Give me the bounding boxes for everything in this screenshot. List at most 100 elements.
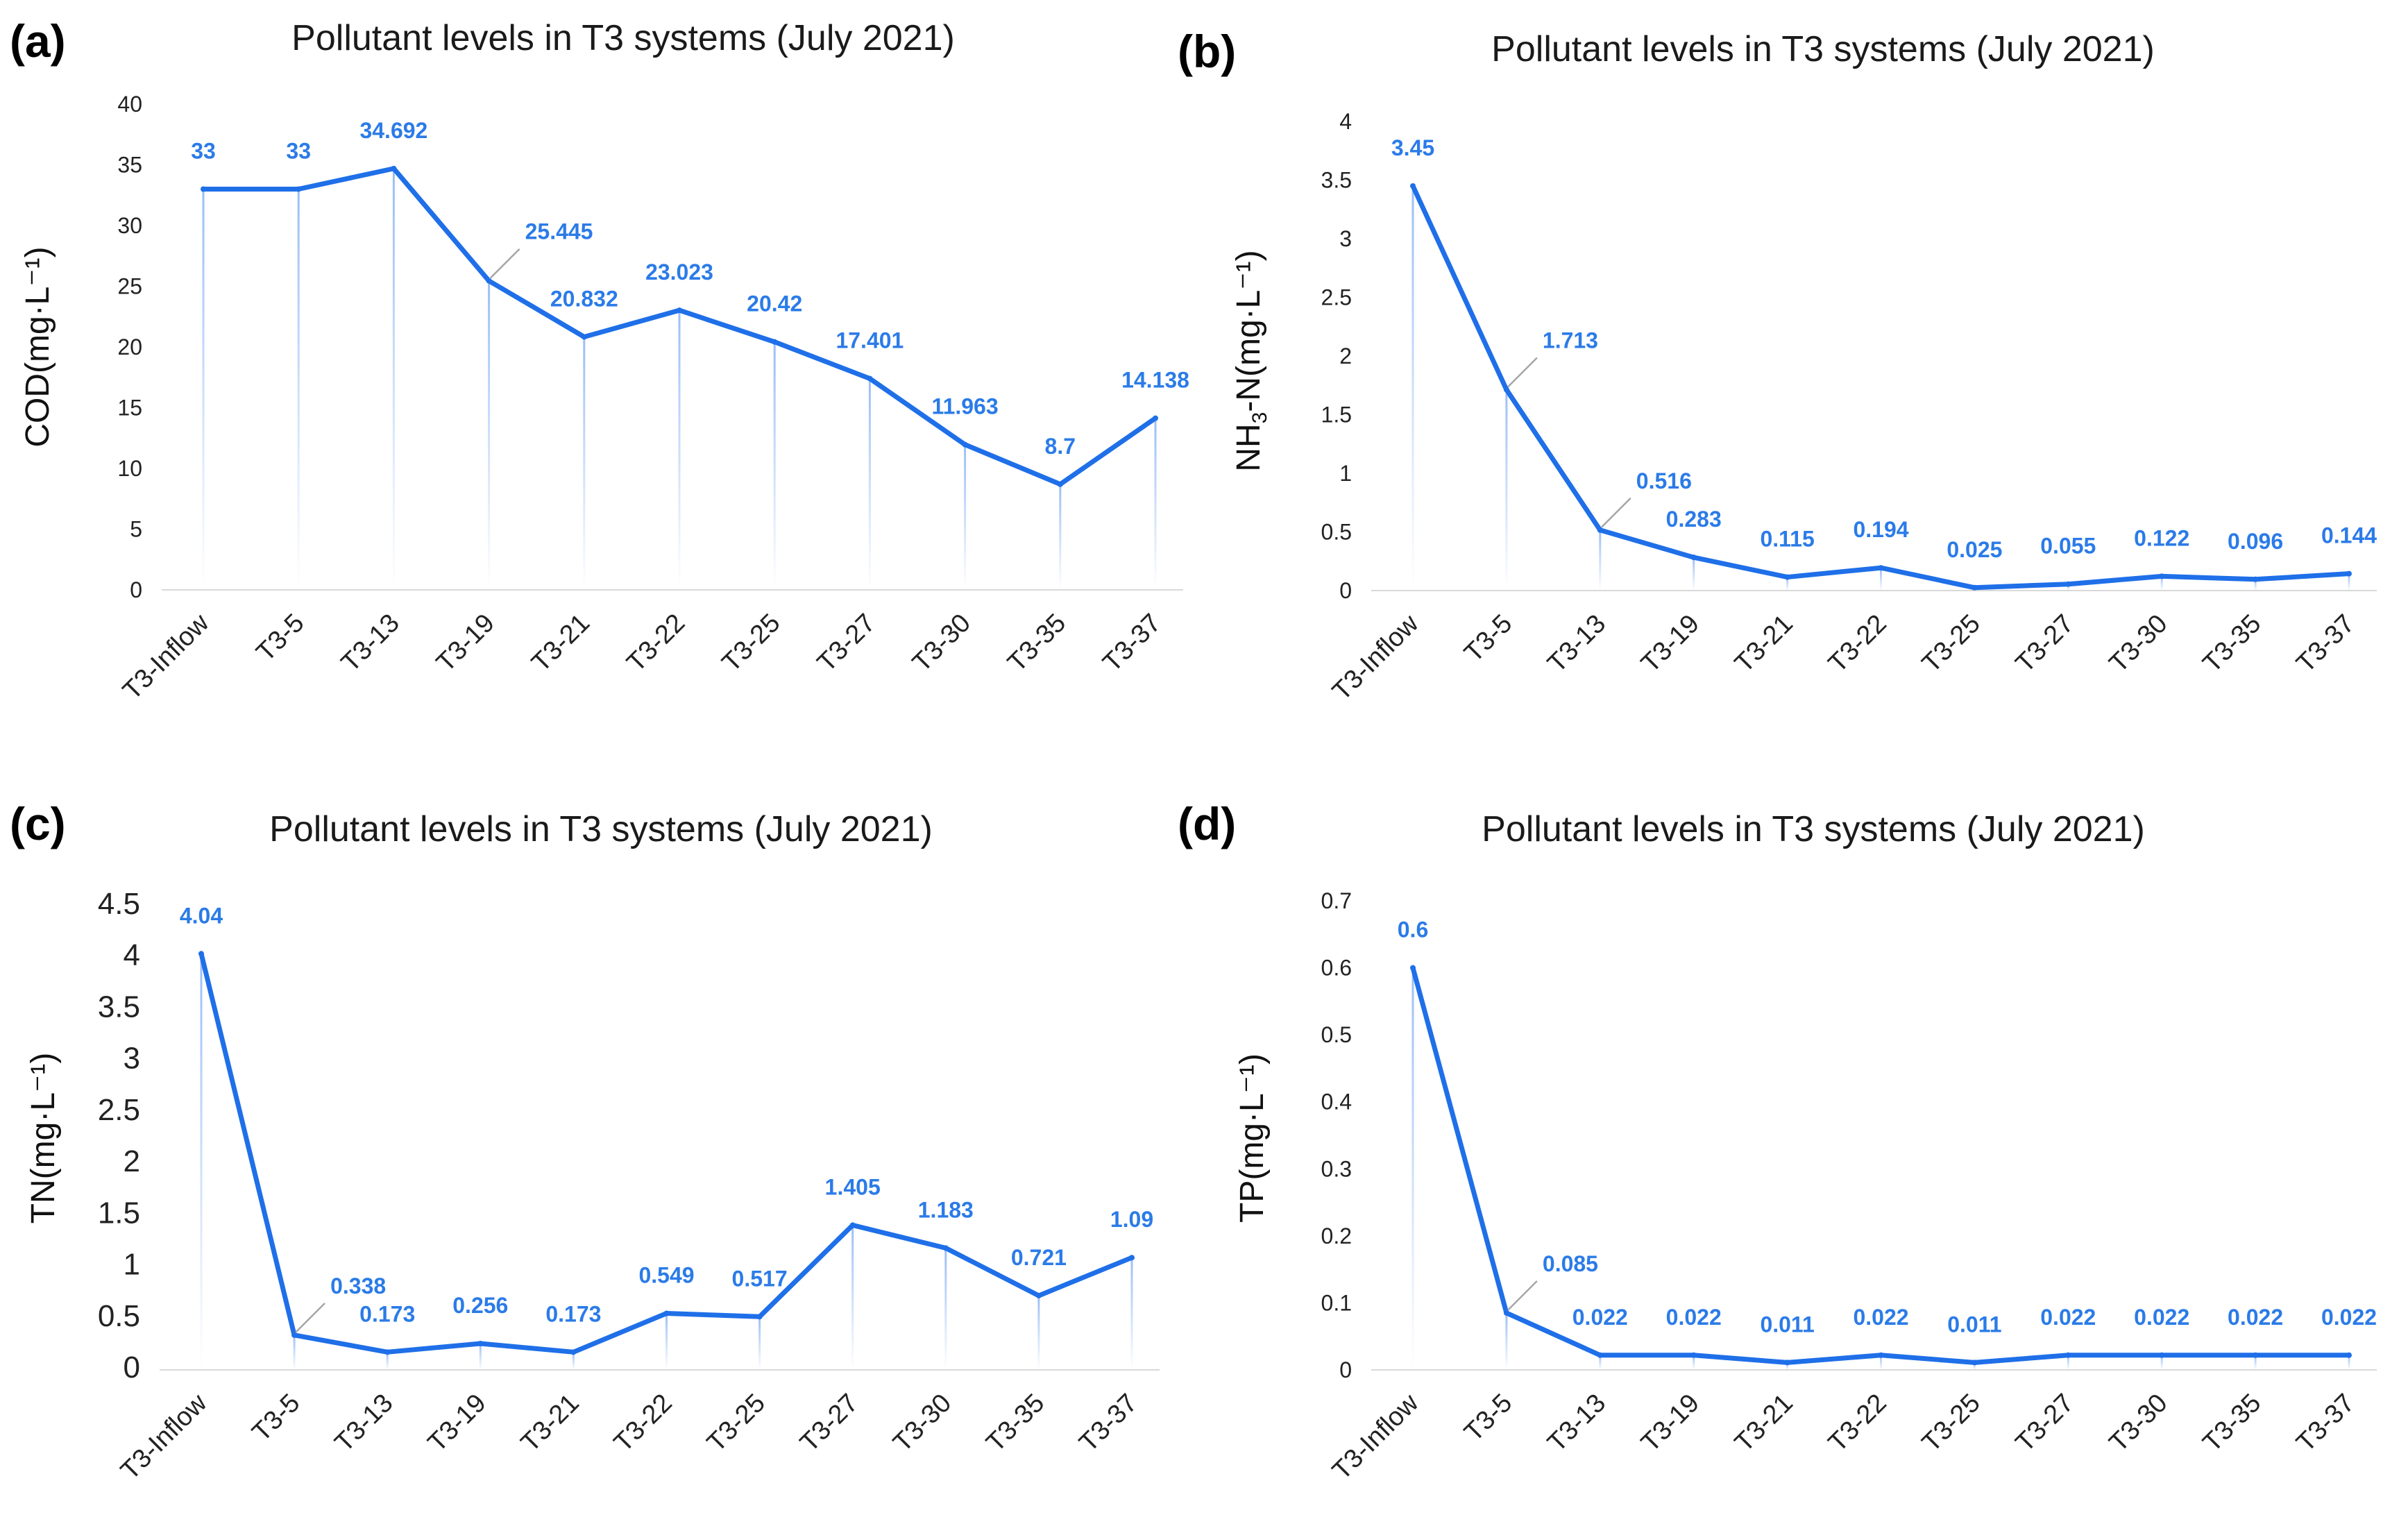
data-point <box>663 1310 670 1316</box>
data-point <box>1597 1352 1603 1358</box>
data-point <box>942 1245 949 1251</box>
y-tick-label: 35 <box>117 153 142 178</box>
data-point <box>1410 965 1416 971</box>
y-tick-label: 3 <box>124 1042 140 1076</box>
drop-line <box>758 1316 761 1370</box>
drop-line <box>1973 1362 1976 1370</box>
data-label: 0.115 <box>1760 527 1814 552</box>
data-point <box>2253 1352 2259 1358</box>
data-point <box>1057 481 1063 487</box>
data-point <box>1784 574 1790 580</box>
y-tick-label: 0.5 <box>98 1299 140 1333</box>
x-tick-label: T3-5 <box>1459 609 1518 668</box>
y-tick-label: 15 <box>117 396 142 421</box>
data-label: 25.445 <box>525 219 593 244</box>
data-label: 0.549 <box>638 1263 694 1288</box>
y-tick-label: 5 <box>130 517 142 542</box>
y-tick-label: 25 <box>117 274 142 299</box>
chart-panel-c: (c) Pollutant levels in T3 systems (July … <box>10 798 1160 1486</box>
y-tick-label: 2 <box>1339 344 1352 369</box>
data-point <box>772 339 778 345</box>
y-axis-label: NH3-N(mg·L⁻¹) <box>1230 250 1271 471</box>
data-label: 34.692 <box>359 118 427 143</box>
data-label: 0.721 <box>1011 1245 1067 1270</box>
x-tick-label: T3-25 <box>1917 1389 1986 1458</box>
x-tick-label: T3-30 <box>2104 609 2173 679</box>
data-label: 1.713 <box>1543 328 1598 353</box>
y-tick-label: 4 <box>1339 109 1352 134</box>
x-tick-label: T3-5 <box>1459 1389 1518 1448</box>
data-point <box>1410 183 1416 189</box>
data-label: 0.173 <box>359 1301 415 1326</box>
data-point <box>201 186 206 192</box>
y-tick-label: 0.6 <box>1321 956 1352 981</box>
data-point <box>677 307 682 314</box>
panel-label: (c) <box>10 798 66 849</box>
x-tick-label: T3-27 <box>812 609 881 678</box>
y-tick-label: 0.5 <box>1321 520 1352 545</box>
y-tick-label: 2.5 <box>1321 285 1352 310</box>
x-tick-label: T3-30 <box>2104 1389 2173 1458</box>
y-tick-label: 1 <box>1339 461 1352 486</box>
drop-line <box>678 310 681 590</box>
data-label: 0.011 <box>1947 1312 2001 1337</box>
data-label: 0.022 <box>1572 1305 1628 1330</box>
panel-label: (d) <box>1178 798 1236 849</box>
drop-line <box>2348 573 2350 591</box>
leader-line <box>1507 357 1538 388</box>
drop-line <box>851 1225 854 1370</box>
data-label: 0.122 <box>2134 525 2189 550</box>
data-label: 0.516 <box>1636 468 1692 493</box>
data-label: 3.45 <box>1391 135 1434 160</box>
y-tick-label: 2.5 <box>98 1093 140 1127</box>
x-tick-label: T3-37 <box>2291 1389 2360 1458</box>
drop-line <box>1880 568 1882 591</box>
chart-panel-d: (d) Pollutant levels in T3 systems (July … <box>1178 798 2377 1486</box>
y-axis-label: TN(mg·L⁻¹) <box>25 1053 62 1224</box>
y-tick-label: 1.5 <box>98 1196 140 1230</box>
data-point <box>291 1332 298 1338</box>
data-label: 4.04 <box>180 903 223 928</box>
x-tick-label: T3-35 <box>1002 609 1071 678</box>
data-label: 20.832 <box>550 286 618 311</box>
data-label: 1.405 <box>825 1174 881 1199</box>
chart-title: Pollutant levels in T3 systems (July 202… <box>269 809 933 849</box>
drop-line <box>1411 967 1414 1370</box>
y-tick-label: 0.1 <box>1321 1290 1352 1315</box>
drop-line <box>297 189 300 590</box>
data-point <box>1153 415 1158 421</box>
drop-line <box>2160 1355 2163 1370</box>
x-tick-label: T3-37 <box>2291 609 2360 679</box>
series-line <box>1410 965 2352 1365</box>
data-point <box>1690 1352 1697 1358</box>
data-point <box>581 334 587 340</box>
data-label: 0.6 <box>1398 917 1428 942</box>
x-tick-label: T3-19 <box>431 609 500 678</box>
data-point <box>756 1314 763 1320</box>
data-point <box>2346 1352 2352 1358</box>
data-point <box>384 1349 391 1355</box>
data-point <box>1503 1310 1509 1316</box>
data-label: 0.194 <box>1853 517 1908 542</box>
data-label: 0.256 <box>452 1293 508 1318</box>
drop-line <box>944 1248 947 1370</box>
y-tick-label: 2 <box>124 1144 140 1178</box>
x-tick-label: T3-22 <box>1823 609 1892 679</box>
data-label: 0.022 <box>1666 1305 1722 1330</box>
x-tick-label: T3-37 <box>1097 609 1167 678</box>
data-point <box>1878 565 1884 571</box>
data-label: 0.022 <box>1853 1305 1908 1330</box>
x-tick-label: T3-35 <box>2198 1389 2267 1458</box>
data-label: 0.022 <box>2134 1305 2189 1330</box>
x-tick-label: T3-13 <box>336 609 405 678</box>
data-point <box>2159 1352 2165 1358</box>
data-point <box>1129 1255 1135 1261</box>
drop-line <box>488 280 491 590</box>
drop-line <box>1505 389 1508 591</box>
data-point <box>1784 1360 1790 1366</box>
data-point <box>1690 554 1697 561</box>
data-label: 8.7 <box>1045 434 1076 459</box>
y-tick-label: 0.7 <box>1321 888 1352 913</box>
data-label: 1.183 <box>918 1197 974 1222</box>
chart-title: Pollutant levels in T3 systems (July 202… <box>291 18 955 58</box>
